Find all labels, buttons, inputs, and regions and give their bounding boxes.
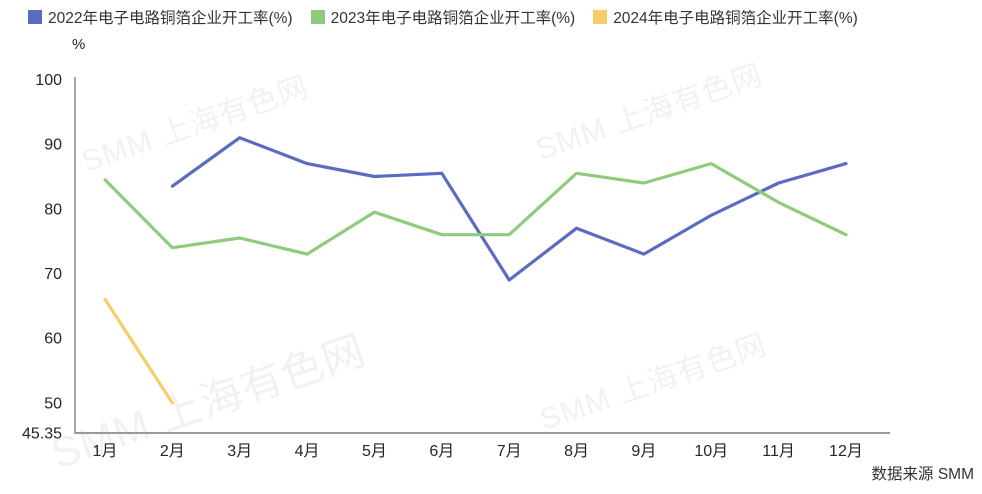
x-axis-tick-label: 3月: [227, 443, 252, 460]
legend-swatch-2023: [310, 10, 325, 24]
legend-item-2023[interactable]: 2023年电子电路铜箔企业开工率(%): [310, 6, 576, 28]
legend-swatch-2022: [28, 10, 42, 24]
y-axis-tick-label: 45.35: [22, 426, 62, 443]
chart-legend: 2022年电子电路铜箔企业开工率(%) 2023年电子电路铜箔企业开工率(%) 20…: [28, 6, 858, 28]
x-axis-tick-label: 12月: [829, 443, 863, 460]
y-axis-tick-label: 80: [44, 201, 62, 218]
series-line-2024: [103, 297, 174, 405]
legend-label-2024: 2024年电子电路铜箔企业开工率(%): [613, 10, 858, 27]
x-axis-tick-label: 11月: [762, 443, 795, 460]
series-line-2023: [103, 162, 848, 256]
data-source-note: 数据来源 SMM: [871, 466, 974, 483]
y-axis-tick-label: 50: [44, 395, 62, 412]
x-axis-tick-label: 8月: [564, 443, 589, 460]
series-line-2022: [170, 136, 848, 282]
y-axis-tick-label: 70: [44, 266, 62, 283]
x-axis-tick-label: 6月: [429, 443, 454, 460]
x-axis-tick-label: 10月: [694, 443, 728, 460]
y-axis-unit-label: %: [72, 36, 86, 53]
x-axis-tick-label: 2月: [160, 443, 185, 460]
y-axis-tick-label: 90: [44, 137, 62, 154]
x-axis-tick-label: 1月: [93, 443, 118, 460]
x-axis-tick-label: 5月: [362, 443, 387, 460]
x-axis-tick-label: 9月: [631, 443, 656, 460]
legend-swatch-2024: [593, 10, 608, 24]
x-axis-tick-label: 7月: [497, 443, 522, 460]
legend-item-2022[interactable]: 2022年电子电路铜箔企业开工率(%): [28, 6, 293, 28]
legend-label-2022: 2022年电子电路铜箔企业开工率(%): [48, 10, 293, 27]
y-axis-tick-label: 60: [44, 331, 62, 348]
y-axis-tick-label: 100: [35, 72, 62, 89]
legend-label-2023: 2023年电子电路铜箔企业开工率(%): [330, 10, 576, 27]
x-axis-tick-label: 4月: [295, 443, 320, 460]
legend-item-2024[interactable]: 2024年电子电路铜箔企业开工率(%): [593, 6, 858, 28]
